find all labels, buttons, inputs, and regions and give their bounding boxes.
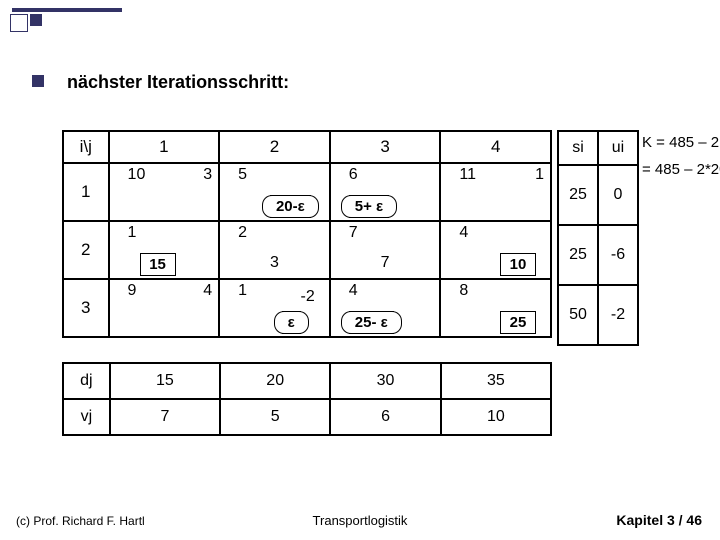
hdr-tl: i\j xyxy=(63,131,109,163)
ui-3: -2 xyxy=(598,285,638,345)
alloc: ε xyxy=(282,311,301,334)
tableau-side: si ui 25 0 25 -6 50 -2 xyxy=(557,130,639,346)
row-hdr-1: 1 xyxy=(63,163,109,221)
ui-1: 0 xyxy=(598,165,638,225)
dj-4: 35 xyxy=(441,363,551,399)
decoration-bar xyxy=(12,8,122,12)
cost: 10 xyxy=(128,166,146,184)
hdr-c2: 2 xyxy=(219,131,330,163)
vj-label: vj xyxy=(63,399,110,435)
cell-3-3: 4 25- ε xyxy=(330,279,441,337)
hdr-c1: 1 xyxy=(109,131,220,163)
cost: 5 xyxy=(238,166,247,184)
cost-r: 1 xyxy=(535,166,544,184)
si-hdr: si xyxy=(558,131,598,165)
row-hdr-3: 3 xyxy=(63,279,109,337)
decoration-box-fill xyxy=(30,14,42,26)
alloc: 25- ε xyxy=(349,311,394,334)
cost: 11 xyxy=(459,166,476,184)
ui-hdr: ui xyxy=(598,131,638,165)
vj-4: 10 xyxy=(441,399,551,435)
slide-heading-row: nächster Iterationsschritt: xyxy=(32,72,289,93)
cell-3-1: 9 4 xyxy=(109,279,220,337)
dj-1: 15 xyxy=(110,363,220,399)
cost: 1 xyxy=(128,224,137,242)
footer-title: Transportlogistik xyxy=(0,513,720,528)
cell-1-3: 6 5+ ε xyxy=(330,163,441,221)
vj-1: 7 xyxy=(110,399,220,435)
footer-chapter: Kapitel 3 / 46 xyxy=(616,512,702,528)
dj-3: 30 xyxy=(330,363,440,399)
si-3: 50 xyxy=(558,285,598,345)
row-hdr-2: 2 xyxy=(63,221,109,279)
val: 7 xyxy=(331,254,440,272)
alloc: 15 xyxy=(140,253,176,276)
cell-2-3: 7 7 xyxy=(330,221,441,279)
cost: 6 xyxy=(349,166,358,184)
tableau-bottom: dj 15 20 30 35 vj 7 5 6 10 xyxy=(62,362,552,436)
alloc: 10 xyxy=(500,253,536,276)
dj-label: dj xyxy=(63,363,110,399)
cell-1-4: 11 1 xyxy=(440,163,551,221)
ui-2: -6 xyxy=(598,225,638,285)
cell-2-1: 1 15 xyxy=(109,221,220,279)
formula-line-1: K = 485 – 2 * ε xyxy=(642,132,720,153)
cell-3-2: 1 -2 ε xyxy=(219,279,330,337)
cost-r: 3 xyxy=(203,166,212,184)
cost: 9 xyxy=(128,282,137,300)
vj-2: 5 xyxy=(220,399,330,435)
cell-2-4: 4 10 xyxy=(440,221,551,279)
cost: 4 xyxy=(459,224,468,242)
formula-line-2: = 485 – 2*20 = 445 xyxy=(642,159,720,180)
cell-2-2: 2 3 xyxy=(219,221,330,279)
val: 3 xyxy=(220,254,329,272)
alloc: 5+ ε xyxy=(349,195,389,218)
tableau-main: i\j 1 2 3 4 1 10 3 5 20-ε 6 5+ ε 11 1 2 … xyxy=(62,130,552,338)
cost: 2 xyxy=(238,224,247,242)
vj-3: 6 xyxy=(330,399,440,435)
cost: 1 xyxy=(238,282,247,300)
decoration-box xyxy=(10,14,28,32)
alloc: 20-ε xyxy=(270,195,311,218)
dj-2: 20 xyxy=(220,363,330,399)
bullet-icon xyxy=(32,75,44,87)
cost: 4 xyxy=(349,282,358,300)
slide-heading: nächster Iterationsschritt: xyxy=(67,72,289,92)
alloc: 25 xyxy=(500,311,536,334)
cell-1-1: 10 3 xyxy=(109,163,220,221)
formula-block: K = 485 – 2 * ε = 485 – 2*20 = 445 xyxy=(642,132,720,180)
hdr-c4: 4 xyxy=(440,131,551,163)
val: -2 xyxy=(301,288,315,306)
cost: 8 xyxy=(459,282,468,300)
hdr-c3: 3 xyxy=(330,131,441,163)
cost: 7 xyxy=(349,224,358,242)
si-1: 25 xyxy=(558,165,598,225)
cell-3-4: 8 25 xyxy=(440,279,551,337)
si-2: 25 xyxy=(558,225,598,285)
cost-r: 4 xyxy=(203,282,212,300)
cell-1-2: 5 20-ε xyxy=(219,163,330,221)
